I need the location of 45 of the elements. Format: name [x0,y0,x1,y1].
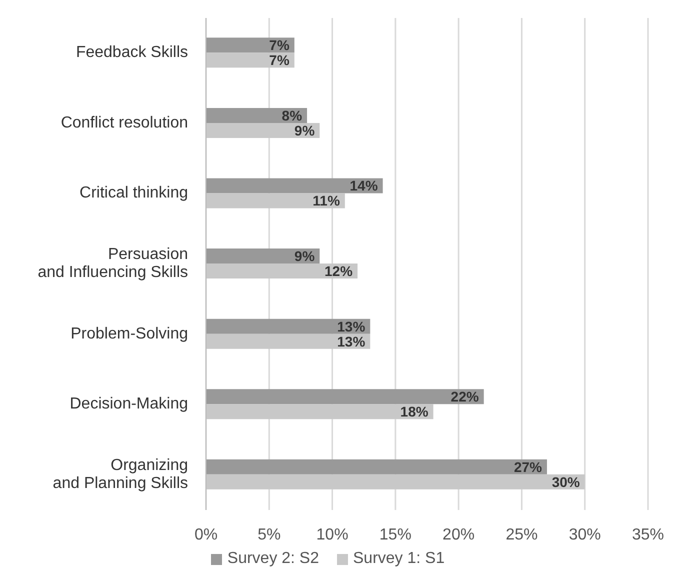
data-label: 12% [324,263,354,280]
bar [206,38,294,53]
data-label: 13% [337,318,366,334]
bar [206,389,484,404]
data-label: 22% [450,388,480,405]
data-label: 9% [294,122,316,138]
data-label: 13% [337,333,366,350]
x-tick-label: 10% [316,526,348,544]
bar [206,474,585,490]
x-tick-label: 5% [258,526,281,544]
bar [206,108,308,123]
data-label: 11% [312,192,340,209]
y-tick-label: Persuasion and Influencing Skills [38,246,188,282]
bar [206,193,345,208]
bar [206,178,383,194]
bar [206,334,370,349]
bar [206,318,370,334]
bar [206,459,547,474]
y-tick-label: Decision-Making [70,396,188,413]
x-tick-label: 25% [506,526,538,544]
y-tick-label: Conflict resolution [60,114,188,132]
y-tick-label: Feedback Skills [76,44,188,62]
bar [206,122,320,138]
x-tick-label: 30% [568,526,601,544]
x-tick-label: 0% [194,526,218,544]
data-label: 18% [400,404,429,420]
bar [206,52,294,68]
y-tick-label: Critical thinking [80,184,188,202]
y-tick-label: Problem-Solving [70,326,188,343]
bar [206,248,320,264]
data-label: 14% [350,178,378,194]
legend-label: Survey 2: S2 [226,550,319,568]
data-label: 27% [514,458,543,475]
bar [206,264,358,279]
data-label: 7% [269,37,290,54]
x-tick-label: 35% [632,526,664,544]
x-tick-label: 15% [379,526,412,544]
data-label: 30% [552,474,580,490]
y-tick-label: Organizing and Planning Skills [52,457,188,492]
x-tick-label: 20% [442,526,475,544]
data-label: 7% [269,52,290,68]
data-label: 8% [282,107,303,124]
bar [206,404,434,420]
legend-label: Survey 1: S1 [352,550,445,568]
data-label: 9% [294,248,316,264]
